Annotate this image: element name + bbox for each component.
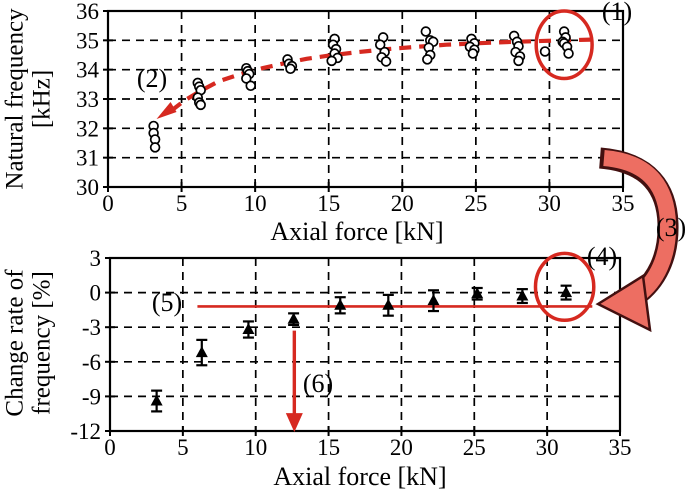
svg-text:25: 25	[463, 435, 486, 460]
bottom-highlight-ellipse	[533, 251, 596, 323]
drop-arrow	[285, 330, 303, 433]
svg-text:10: 10	[244, 191, 267, 216]
annotation-3-label: (3)	[655, 213, 687, 242]
svg-text:15: 15	[317, 435, 340, 460]
fit-curve-dashed	[170, 37, 597, 113]
svg-text:3: 3	[90, 246, 102, 271]
svg-text:31: 31	[76, 146, 99, 171]
svg-text:33: 33	[76, 87, 99, 112]
top-highlight-ellipse	[534, 9, 594, 81]
svg-text:15: 15	[317, 191, 340, 216]
svg-text:-12: -12	[70, 419, 101, 444]
svg-text:-3: -3	[82, 315, 101, 340]
svg-text:35: 35	[612, 191, 635, 216]
bottom-y-axis-title-line1: Change rate of	[1, 269, 29, 417]
svg-text:-6: -6	[82, 350, 101, 375]
top-y-axis-title-line2: [kHz]	[28, 69, 55, 129]
top-x-axis-title: Axial force [kN]	[270, 217, 444, 246]
svg-text:5: 5	[176, 191, 188, 216]
svg-text:35: 35	[76, 28, 99, 53]
svg-text:0: 0	[104, 435, 116, 460]
svg-text:25: 25	[464, 191, 487, 216]
svg-text:20: 20	[391, 191, 414, 216]
fit-curve-arrowhead	[156, 101, 177, 119]
svg-text:30: 30	[538, 191, 561, 216]
svg-text:30: 30	[76, 175, 99, 200]
bottom-chart-points	[150, 284, 573, 413]
annotation-4-label: (4)	[586, 242, 618, 271]
svg-text:5: 5	[177, 435, 189, 460]
bottom-y-axis-title: Change rate of frequency [%]	[1, 269, 56, 417]
svg-text:32: 32	[76, 116, 99, 141]
svg-text:-9: -9	[82, 384, 101, 409]
svg-text:10: 10	[244, 435, 267, 460]
top-y-axis-title-line1: Natural frequency	[1, 8, 29, 190]
top-y-axis-title: Natural frequency [kHz]	[1, 8, 56, 190]
svg-text:0: 0	[102, 191, 114, 216]
svg-text:34: 34	[76, 58, 100, 83]
svg-text:30: 30	[536, 435, 559, 460]
bottom-chart: 0 5 10 15 20 25 30 35 -12 -9 -6 -3 0 3	[70, 246, 631, 460]
annotation-5-label: (5)	[151, 288, 183, 317]
svg-text:35: 35	[609, 435, 632, 460]
annotation-2-label: (2)	[136, 64, 168, 93]
curved-connector-arrow	[595, 147, 679, 333]
svg-text:0: 0	[90, 281, 102, 306]
svg-text:36: 36	[76, 0, 99, 24]
bottom-y-axis-title-line2: frequency [%]	[28, 271, 55, 415]
top-chart-points	[148, 26, 574, 153]
annotation-1-label: (1)	[601, 0, 633, 26]
svg-text:20: 20	[390, 435, 413, 460]
top-chart: 0 5 10 15 20 25 30 35 30 31 32 33 34 35 36	[76, 0, 635, 216]
bottom-x-axis-title: Axial force [kN]	[273, 462, 447, 491]
annotation-6-label: (6)	[302, 369, 334, 398]
